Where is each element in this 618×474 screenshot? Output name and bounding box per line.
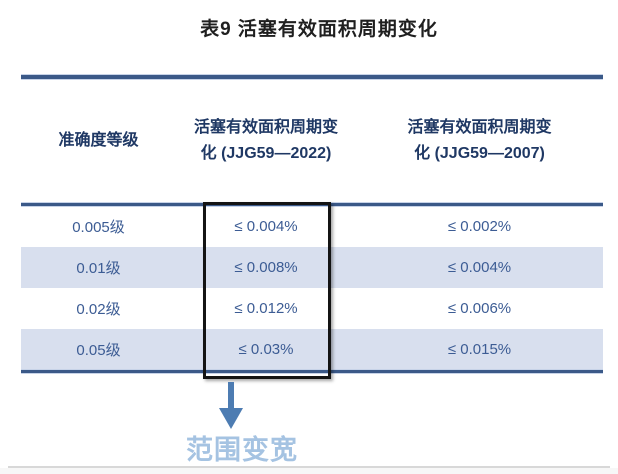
header-jjg59-2007: 活塞有效面积周期变 化 (JJG59—2007): [407, 118, 552, 162]
table-caption: 表9 活塞有效面积周期变化: [200, 19, 438, 40]
annotation-label: 范围变宽: [186, 435, 298, 465]
cell-jjg2022: ≤ 0.03%: [238, 341, 294, 358]
cell-jjg2007: ≤ 0.015%: [447, 341, 512, 358]
cell-grade: 0.02级: [76, 301, 121, 318]
table-row: 0.01级 ≤ 0.008% ≤ 0.004%: [21, 247, 603, 288]
header-jjg59-2022: 活塞有效面积周期变 化 (JJG59—2022): [193, 118, 338, 162]
cell-grade: 0.01级: [76, 260, 121, 277]
table-row: 0.005级 ≤ 0.004% ≤ 0.002%: [21, 206, 603, 247]
next-section-strip: [0, 468, 618, 474]
bottom-divider: [8, 466, 610, 468]
header-accuracy-grade: 准确度等级: [58, 131, 139, 149]
cell-jjg2022: ≤ 0.004%: [234, 218, 298, 235]
table-row: 0.05级 ≤ 0.03% ≤ 0.015%: [21, 329, 603, 370]
cell-grade: 0.005级: [72, 219, 125, 236]
data-table: 准确度等级 活塞有效面积周期变 化 (JJG59—2022) 活塞有效面积周期变…: [21, 75, 603, 373]
cell-jjg2022: ≤ 0.012%: [234, 300, 298, 317]
cell-jjg2007: ≤ 0.004%: [447, 259, 512, 276]
down-arrow-icon: [219, 382, 243, 429]
cell-jjg2007: ≤ 0.002%: [447, 218, 512, 235]
table-header-row: 准确度等级 活塞有效面积周期变 化 (JJG59—2022) 活塞有效面积周期变…: [21, 79, 603, 203]
table-bottom-rule: [21, 370, 603, 373]
cell-jjg2007: ≤ 0.006%: [447, 300, 512, 317]
table-top-rule: [21, 75, 603, 79]
column-highlight-box: [203, 202, 331, 379]
cell-grade: 0.05级: [76, 342, 121, 359]
table-row: 0.02级 ≤ 0.012% ≤ 0.006%: [21, 288, 603, 329]
cell-jjg2022: ≤ 0.008%: [234, 259, 298, 276]
